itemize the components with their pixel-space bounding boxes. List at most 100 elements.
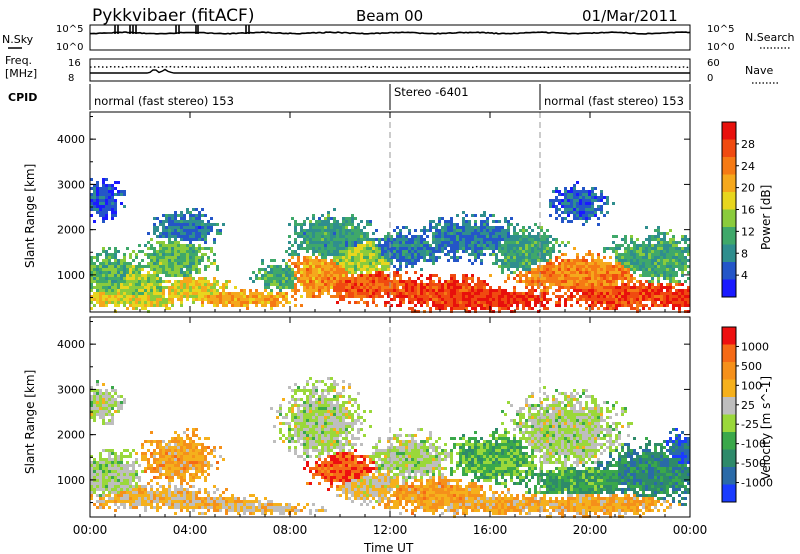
data-cell [102,461,105,464]
data-cell [204,280,207,283]
data-cell [528,283,531,286]
data-cell [381,295,384,298]
data-cell [588,292,591,295]
data-cell [606,283,609,286]
data-cell [549,253,552,256]
data-cell [570,295,573,298]
data-cell [171,262,174,265]
data-cell [687,271,690,274]
data-cell [177,500,180,503]
data-cell [282,274,285,277]
data-cell [465,235,468,238]
data-cell [612,292,615,295]
data-cell [543,259,546,262]
data-cell [387,283,390,286]
data-cell [519,301,522,304]
data-cell [642,241,645,244]
data-cell [306,232,309,235]
data-cell [162,244,165,247]
data-cell [384,238,387,241]
data-cell [150,500,153,503]
data-cell [525,265,528,268]
data-cell [120,491,123,494]
data-cell [456,250,459,253]
data-cell [114,304,117,307]
data-cell [525,253,528,256]
data-cell [108,193,111,196]
data-cell [90,271,93,274]
data-cell [381,289,384,292]
data-cell [603,295,606,298]
data-cell [315,238,318,241]
data-cell [450,277,453,280]
data-cell [621,280,624,283]
data-cell [507,304,510,307]
data-cell [189,277,192,280]
data-cell [591,196,594,199]
data-cell [129,497,132,500]
data-cell [147,494,150,497]
data-cell [114,467,117,470]
data-cell [189,437,192,440]
data-cell [117,479,120,482]
data-cell [183,449,186,452]
data-cell [582,202,585,205]
data-cell [183,244,186,247]
data-cell [420,286,423,289]
data-cell [558,250,561,253]
data-cell [387,238,390,241]
data-cell [660,244,663,247]
data-cell [519,280,522,283]
data-cell [135,292,138,295]
data-cell [321,265,324,268]
data-cell [642,289,645,292]
data-cell [177,506,180,509]
data-cell [99,199,102,202]
data-cell [567,271,570,274]
data-cell [297,262,300,265]
data-cell [423,301,426,304]
data-cell [336,271,339,274]
data-cell [618,295,621,298]
data-cell [210,283,213,286]
data-cell [201,304,204,307]
data-cell [432,289,435,292]
data-cell [171,271,174,274]
data-cell [90,389,93,392]
data-cell [606,265,609,268]
data-cell [654,304,657,307]
data-cell [492,235,495,238]
data-cell [405,238,408,241]
data-cell [414,253,417,256]
data-cell [612,277,615,280]
data-cell [120,485,123,488]
data-cell [183,488,186,491]
data-cell [633,265,636,268]
data-cell [174,247,177,250]
data-cell [528,247,531,250]
data-cell [99,398,102,401]
data-cell [189,211,192,214]
data-cell [600,277,603,280]
data-cell [519,298,522,301]
data-cell [537,235,540,238]
data-cell [336,301,339,304]
data-cell [198,256,201,259]
data-cell [183,217,186,220]
data-cell [399,250,402,253]
data-cell [552,190,555,193]
data-cell [525,301,528,304]
data-cell [330,280,333,283]
data-cell [345,217,348,220]
data-cell [585,211,588,214]
data-cell [504,289,507,292]
data-cell [144,244,147,247]
data-cell [468,235,471,238]
data-cell [462,250,465,253]
data-cell [489,295,492,298]
data-cell [90,473,93,476]
data-cell [93,262,96,265]
data-cell [159,506,162,509]
data-cell [129,286,132,289]
data-cell [303,268,306,271]
